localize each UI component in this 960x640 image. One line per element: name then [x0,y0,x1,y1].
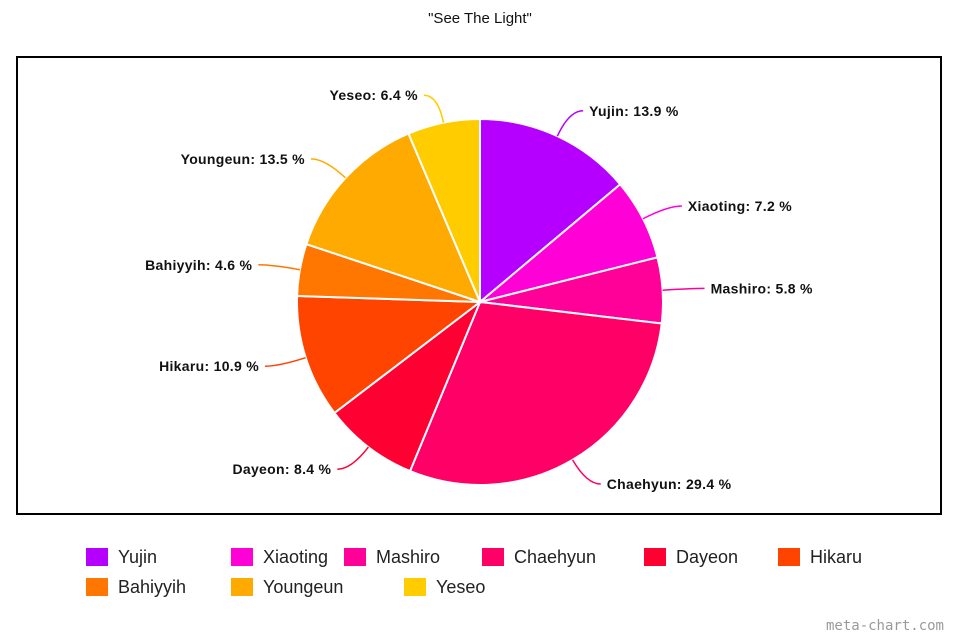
chart-frame [16,56,942,515]
chart-title: "See The Light" [428,10,532,27]
legend-item-xiaoting[interactable]: Xiaoting [231,546,328,568]
legend-item-bahiyyih[interactable]: Bahiyyih [86,576,186,598]
leader-line-youngeun [310,158,347,179]
legend-swatch [344,548,366,566]
slice-label-yeseo: Yeseo: 6.4 % [329,87,418,103]
legend-label: Dayeon [676,546,739,567]
legend-swatch [644,548,666,566]
legend-item-dayeon[interactable]: Dayeon [644,546,738,568]
legend-label: Youngeun [263,576,344,597]
leader-line-hikaru [265,356,306,367]
legend-label: Mashiro [376,546,441,567]
legend-item-youngeun[interactable]: Youngeun [231,576,343,598]
pie-slice-yeseo[interactable] [407,117,481,303]
legend-swatch [86,578,108,596]
slice-label-bahiyyih: Bahiyyih: 4.6 % [145,257,252,273]
leader-line-bahiyyih [258,264,301,271]
legend-item-yujin[interactable]: Yujin [86,546,157,568]
legend-label: Chaehyun [514,546,597,567]
legend-swatch [482,548,504,566]
slice-label-xiaoting: Xiaoting: 7.2 % [688,198,792,214]
slice-label-dayeon: Dayeon: 8.4 % [232,461,331,477]
legend-label: Hikaru [810,546,863,567]
legend-label: Yeseo [436,576,486,597]
legend-label: Yujin [118,546,158,567]
slice-label-chaehyun: Chaehyun: 29.4 % [607,476,732,492]
legend-swatch [86,548,108,566]
leader-line-yeseo [423,94,445,123]
legend-item-mashiro[interactable]: Mashiro [344,546,440,568]
leader-line-xiaoting [642,205,682,220]
leader-line-dayeon [337,446,369,470]
legend-label: Bahiyyih [118,576,187,597]
legend-swatch [778,548,800,566]
pie-slice-yujin[interactable] [479,117,622,305]
legend-item-yeseo[interactable]: Yeseo [404,576,485,598]
slice-label-youngeun: Youngeun: 13.5 % [181,151,306,167]
leader-line-yujin [556,110,584,137]
pie-slice-youngeun[interactable] [305,132,482,304]
legend-item-hikaru[interactable]: Hikaru [778,546,862,568]
legend-swatch [231,578,253,596]
slice-label-hikaru: Hikaru: 10.9 % [159,358,259,374]
slice-label-mashiro: Mashiro: 5.8 % [711,280,813,296]
leader-line-chaehyun [571,459,601,485]
pie-slice-chaehyun[interactable] [408,300,663,486]
watermark: meta-chart.com [825,618,944,634]
legend-item-chaehyun[interactable]: Chaehyun [482,546,596,568]
leader-line-mashiro [662,287,705,291]
pie-slice-dayeon[interactable] [333,298,483,473]
legend-swatch [231,548,253,566]
slice-label-yujin: Yujin: 13.9 % [589,103,679,119]
legend-swatch [404,578,426,596]
legend-label: Xiaoting [263,546,329,567]
